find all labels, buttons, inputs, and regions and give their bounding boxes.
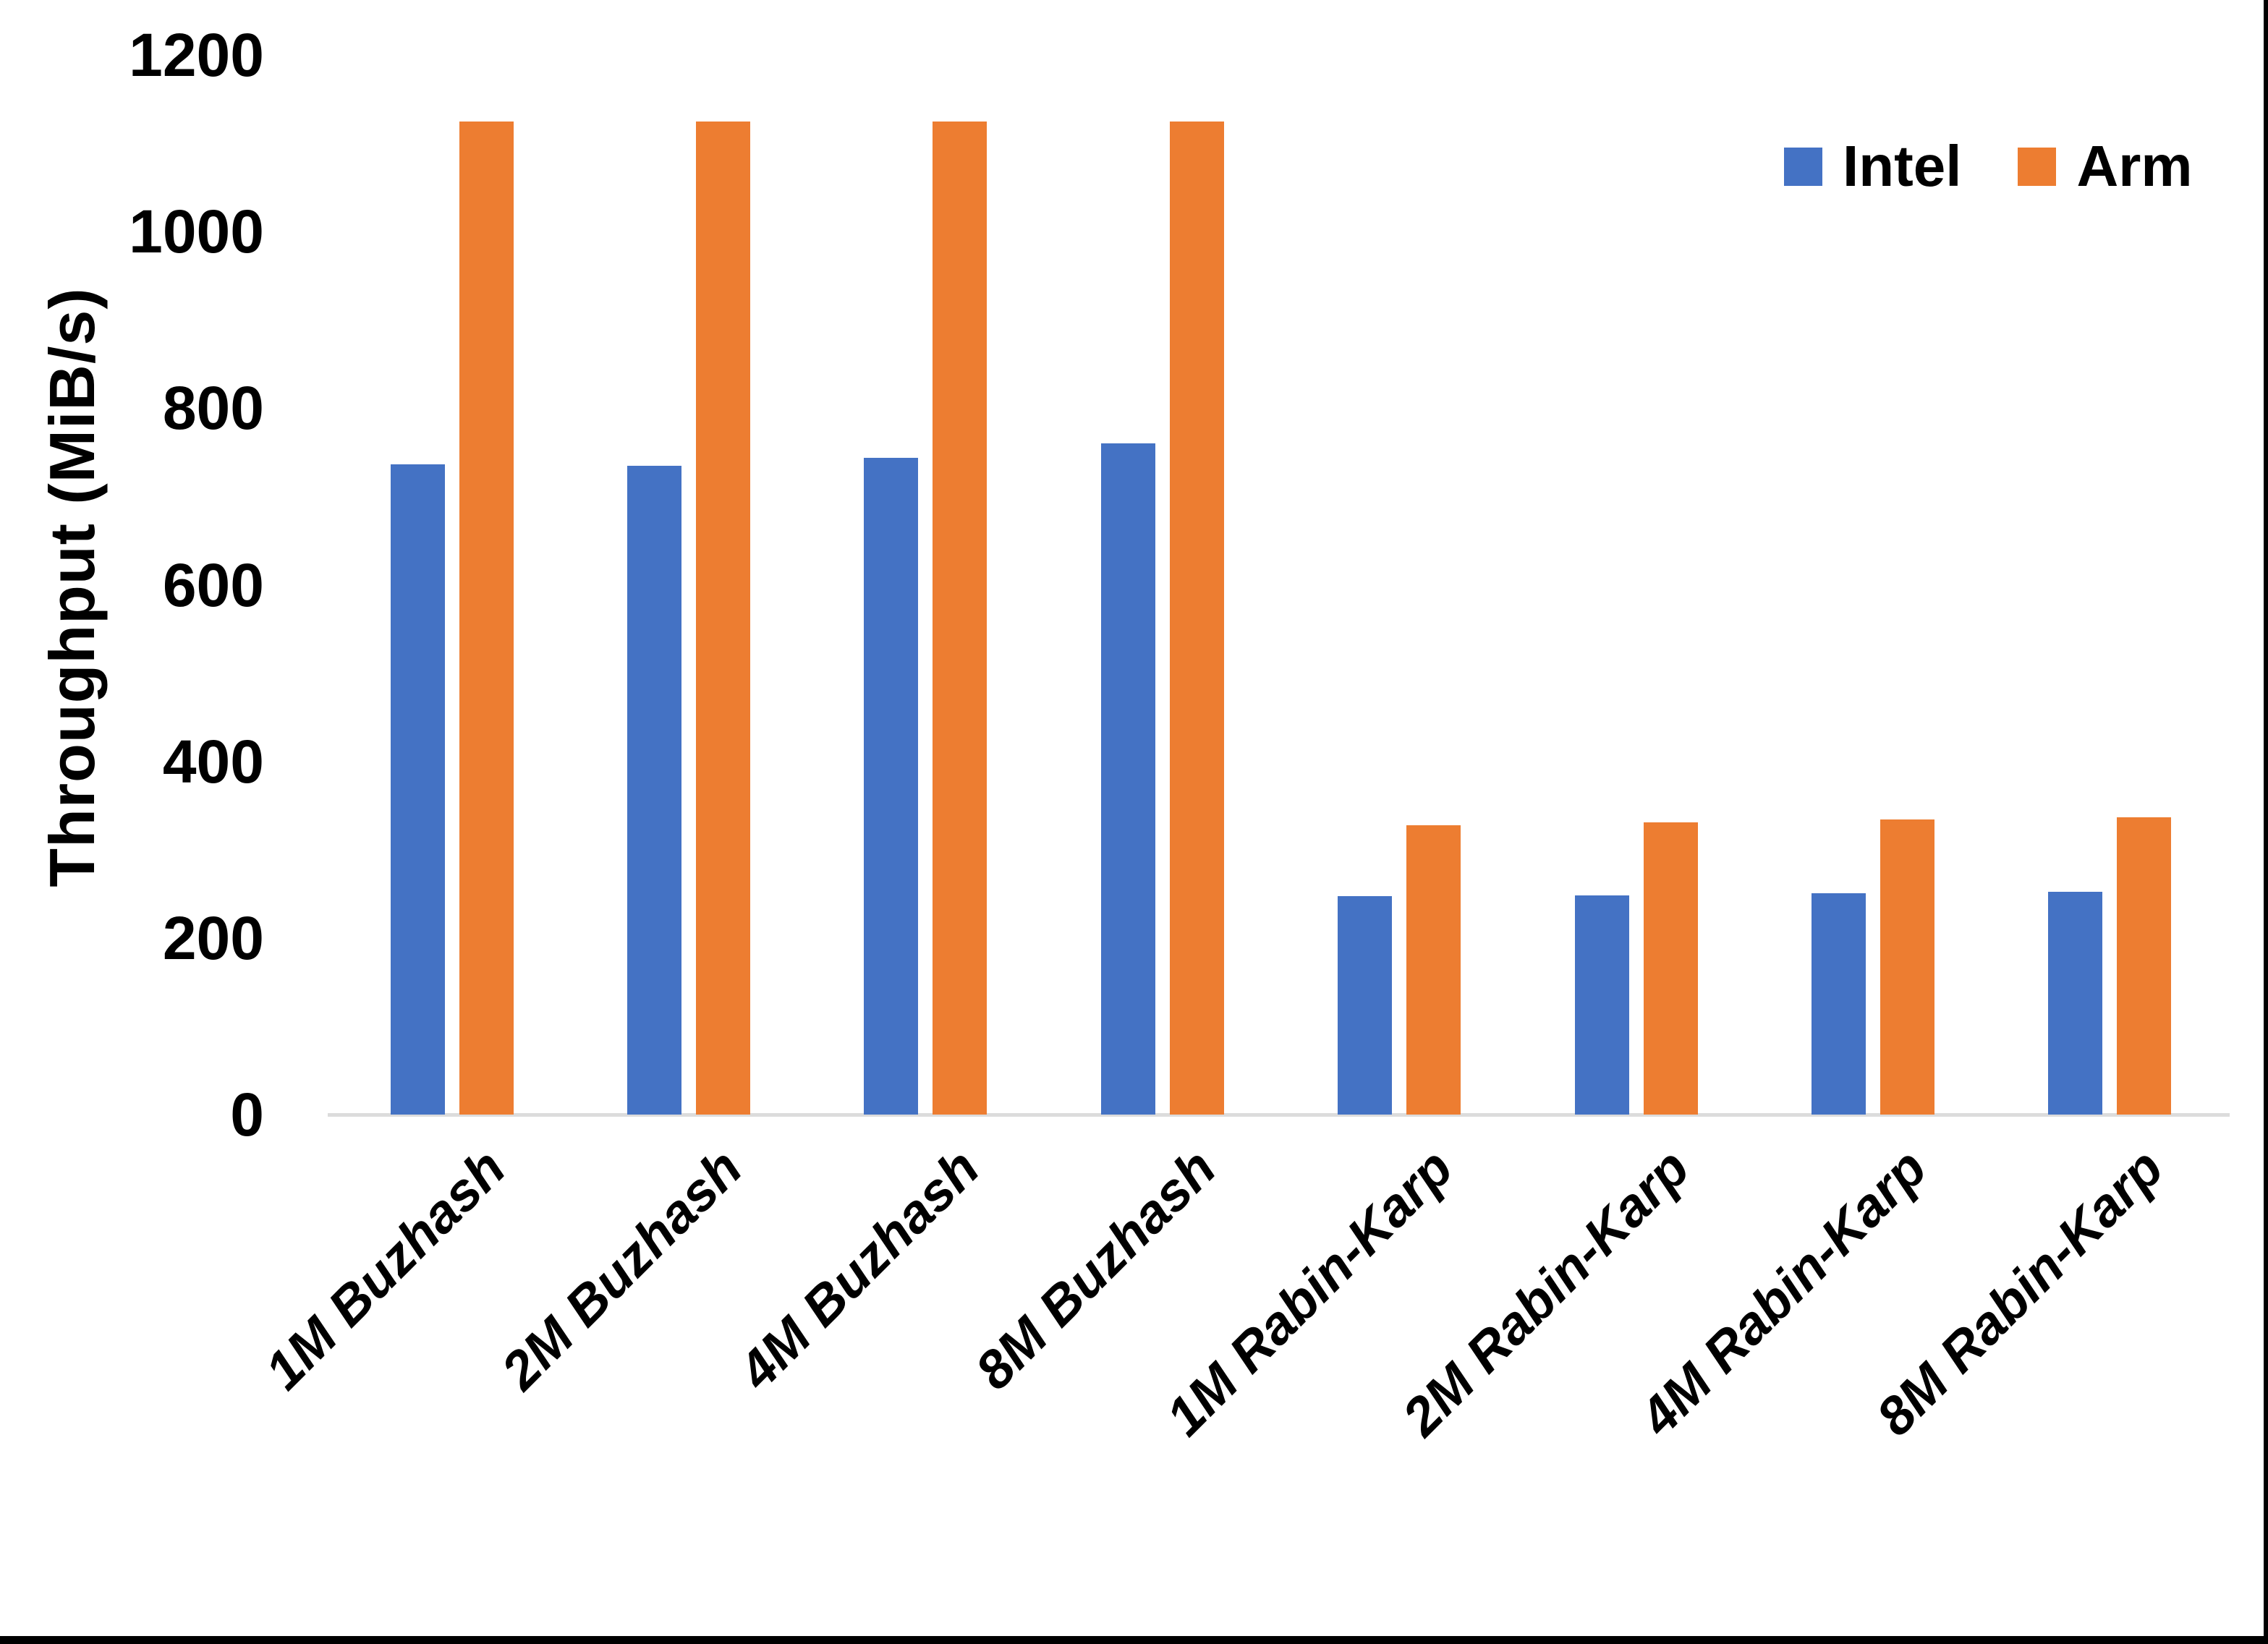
y-tick-label-1200: 1200 xyxy=(129,21,264,89)
legend-item-intel: Intel xyxy=(1784,137,1961,195)
x-label-1m-buzhash: 1M Buzhash xyxy=(253,1137,517,1401)
legend: Intel Arm xyxy=(1784,134,2193,198)
bar-intel-4m-buzhash xyxy=(864,457,919,1115)
x-label-1m-rabin-karp: 1M Rabin-Karp xyxy=(1154,1137,1464,1447)
y-tick-label-600: 600 xyxy=(162,550,264,619)
y-axis-tick-labels: 0 200 400 600 800 1000 1200 xyxy=(0,0,264,1644)
x-label-4m-rabin-karp: 4M Rabin-Karp xyxy=(1628,1137,1938,1447)
bar-intel-1m-buzhash xyxy=(390,464,445,1115)
x-label-8m-buzhash: 8M Buzhash xyxy=(964,1137,1228,1401)
x-axis-line xyxy=(328,1113,2230,1117)
bar-intel-1m-rabin-karp xyxy=(1338,896,1393,1115)
bar-arm-1m-buzhash xyxy=(459,121,514,1115)
bar-intel-2m-buzhash xyxy=(627,465,682,1115)
bar-arm-8m-buzhash xyxy=(1169,121,1224,1115)
y-tick-label-800: 800 xyxy=(162,374,264,443)
legend-label-intel: Intel xyxy=(1843,134,1962,198)
legend-swatch-arm xyxy=(2018,147,2057,186)
x-label-2m-buzhash: 2M Buzhash xyxy=(490,1137,754,1401)
bar-arm-4m-buzhash xyxy=(933,121,988,1115)
plot-area xyxy=(328,55,2230,1117)
legend-label-arm: Arm xyxy=(2076,134,2193,198)
legend-swatch-intel xyxy=(1784,147,1822,186)
bar-intel-4m-rabin-karp xyxy=(1811,893,1866,1115)
bar-arm-2m-rabin-karp xyxy=(1643,822,1698,1115)
bar-arm-1m-rabin-karp xyxy=(1406,825,1461,1115)
bar-arm-8m-rabin-karp xyxy=(2117,817,2172,1115)
y-tick-label-400: 400 xyxy=(162,727,264,796)
bar-intel-8m-rabin-karp xyxy=(2048,892,2103,1115)
y-tick-label-1000: 1000 xyxy=(129,197,264,266)
x-label-2m-rabin-karp: 2M Rabin-Karp xyxy=(1391,1137,1701,1447)
bottom-border xyxy=(0,1636,2268,1644)
y-tick-label-0: 0 xyxy=(230,1081,264,1149)
bar-intel-8m-buzhash xyxy=(1100,443,1155,1115)
x-label-4m-buzhash: 4M Buzhash xyxy=(726,1137,990,1401)
bar-arm-2m-buzhash xyxy=(696,121,751,1115)
bar-intel-2m-rabin-karp xyxy=(1574,895,1629,1115)
x-label-8m-rabin-karp: 8M Rabin-Karp xyxy=(1864,1137,2175,1447)
bar-arm-4m-rabin-karp xyxy=(1880,819,1934,1115)
y-tick-label-200: 200 xyxy=(162,903,264,972)
legend-item-arm: Arm xyxy=(2018,134,2193,198)
right-border xyxy=(2264,0,2268,1644)
